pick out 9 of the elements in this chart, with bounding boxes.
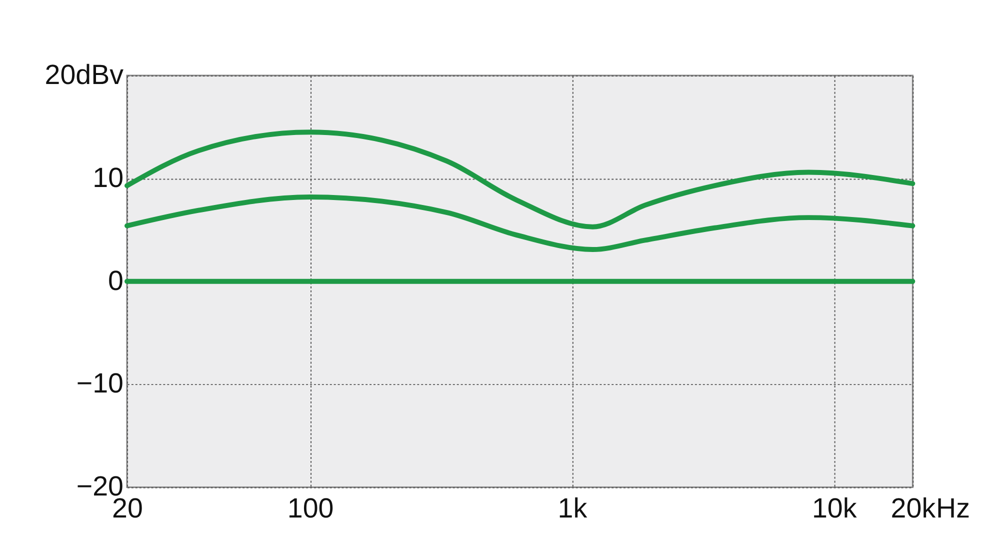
x-tick-label: 100 <box>287 492 334 524</box>
y-tick-label: 20dBv <box>44 58 124 90</box>
x-tick-label: 10k <box>812 492 857 524</box>
x-axis-title: Hz <box>936 492 970 524</box>
y-tick-label: −10 <box>76 368 124 399</box>
x-tick-label: 1k <box>558 492 588 524</box>
y-tick-label: 10 <box>92 162 124 193</box>
x-tick-label: 20k <box>890 492 936 524</box>
y-tick-label: 0 <box>108 264 124 296</box>
